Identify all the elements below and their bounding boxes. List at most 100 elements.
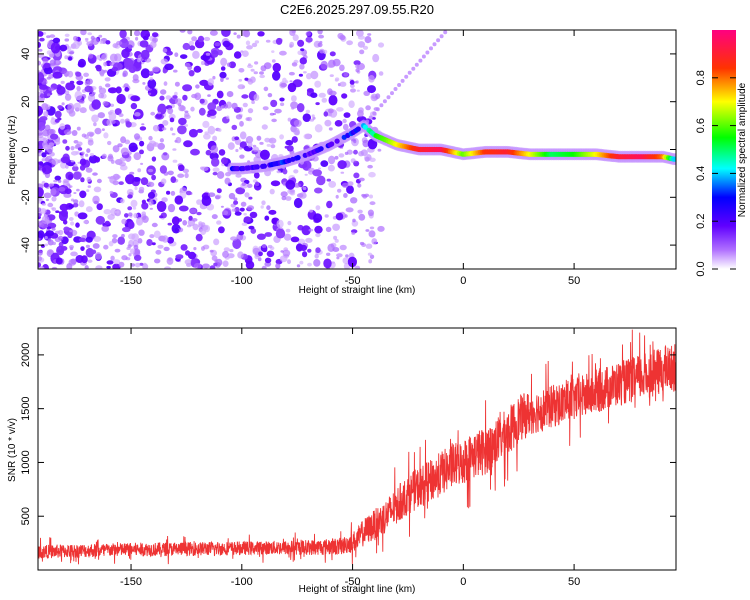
noise-speckle	[207, 94, 211, 97]
noise-speckle	[83, 220, 89, 224]
noise-speckle	[234, 206, 240, 213]
noise-speckle	[287, 220, 292, 226]
noise-speckle	[239, 207, 245, 212]
noise-speckle	[119, 157, 127, 162]
noise-speckle	[62, 219, 68, 225]
noise-speckle	[97, 112, 106, 119]
noise-speckle	[38, 48, 43, 52]
noise-speckle	[254, 61, 259, 65]
noise-speckle	[335, 212, 344, 221]
noise-speckle	[73, 192, 77, 194]
noise-speckle	[137, 58, 141, 63]
noise-speckle	[352, 218, 356, 223]
noise-speckle	[147, 191, 156, 199]
noise-speckle	[151, 222, 158, 228]
noise-speckle	[73, 171, 82, 180]
noise-speckle	[85, 206, 93, 213]
noise-speckle	[120, 147, 129, 156]
noise-speckle	[112, 43, 119, 49]
noise-speckle	[364, 156, 370, 162]
noise-speckle	[159, 138, 164, 143]
noise-speckle	[78, 237, 86, 242]
noise-speckle	[120, 198, 125, 204]
noise-speckle	[44, 243, 49, 247]
noise-speckle	[152, 142, 160, 147]
noise-speckle	[124, 87, 130, 92]
noise-speckle	[245, 40, 251, 46]
noise-speckle	[214, 42, 221, 47]
noise-speckle	[141, 199, 146, 204]
x-tick-label: -150	[120, 275, 142, 287]
noise-speckle	[275, 228, 286, 239]
noise-speckle	[138, 186, 145, 192]
noise-speckle	[233, 197, 238, 201]
noise-speckle	[241, 182, 246, 187]
noise-speckle	[327, 64, 333, 68]
noise-speckle	[305, 237, 313, 243]
noise-speckle	[227, 142, 235, 150]
noise-speckle	[296, 264, 301, 268]
noise-speckle	[313, 259, 321, 267]
noise-speckle	[164, 63, 174, 71]
noise-speckle	[54, 118, 60, 123]
noise-speckle	[328, 94, 338, 106]
noise-speckle	[47, 202, 54, 208]
streak-point	[429, 46, 433, 51]
noise-speckle	[368, 259, 373, 264]
noise-speckle	[343, 72, 349, 77]
noise-speckle	[134, 254, 142, 261]
noise-speckle	[91, 99, 101, 110]
x-tick-label: 0	[460, 576, 466, 588]
noise-speckle	[120, 136, 127, 144]
noise-speckle	[139, 126, 147, 131]
noise-speckle	[191, 93, 198, 99]
noise-speckle	[87, 32, 92, 36]
noise-speckle	[147, 78, 157, 89]
noise-speckle	[110, 255, 115, 261]
noise-speckle	[167, 107, 174, 115]
noise-speckle	[358, 151, 364, 157]
noise-speckle	[161, 178, 167, 185]
noise-speckle	[180, 105, 186, 112]
noise-speckle	[173, 69, 178, 73]
ridge-point	[362, 124, 368, 130]
noise-speckle	[122, 70, 128, 77]
noise-speckle	[274, 108, 282, 114]
noise-speckle	[88, 53, 94, 59]
noise-speckle	[142, 262, 147, 267]
noise-speckle	[264, 215, 270, 221]
noise-speckle	[103, 69, 108, 73]
noise-speckle	[183, 140, 193, 148]
noise-speckle	[50, 42, 61, 54]
noise-speckle	[107, 87, 118, 94]
streak-point	[393, 87, 398, 91]
noise-speckle	[120, 118, 125, 124]
noise-speckle	[140, 177, 149, 186]
noise-speckle	[293, 119, 302, 128]
noise-speckle	[196, 211, 202, 216]
noise-speckle	[38, 121, 46, 131]
y-tick-label: 20	[20, 96, 32, 108]
noise-speckle	[116, 40, 123, 46]
noise-speckle	[41, 215, 50, 224]
noise-speckle	[367, 209, 374, 217]
noise-speckle	[239, 131, 247, 140]
noise-speckle	[226, 115, 230, 120]
noise-speckle	[112, 145, 120, 153]
noise-speckle	[332, 58, 341, 67]
noise-speckle	[253, 71, 258, 75]
noise-speckle	[127, 206, 133, 211]
noise-speckle	[91, 249, 97, 254]
noise-speckle	[167, 203, 176, 213]
noise-speckle	[367, 252, 372, 256]
noise-speckle	[84, 80, 91, 87]
noise-speckle	[139, 140, 145, 147]
noise-speckle	[193, 247, 197, 251]
x-tick-label: -50	[345, 576, 361, 588]
snr-x-label: Height of straight line (km)	[299, 584, 416, 595]
noise-speckle	[239, 120, 244, 127]
noise-speckle	[107, 214, 115, 220]
noise-speckle	[119, 161, 126, 167]
streak-point	[368, 115, 373, 120]
noise-speckle	[354, 265, 361, 269]
